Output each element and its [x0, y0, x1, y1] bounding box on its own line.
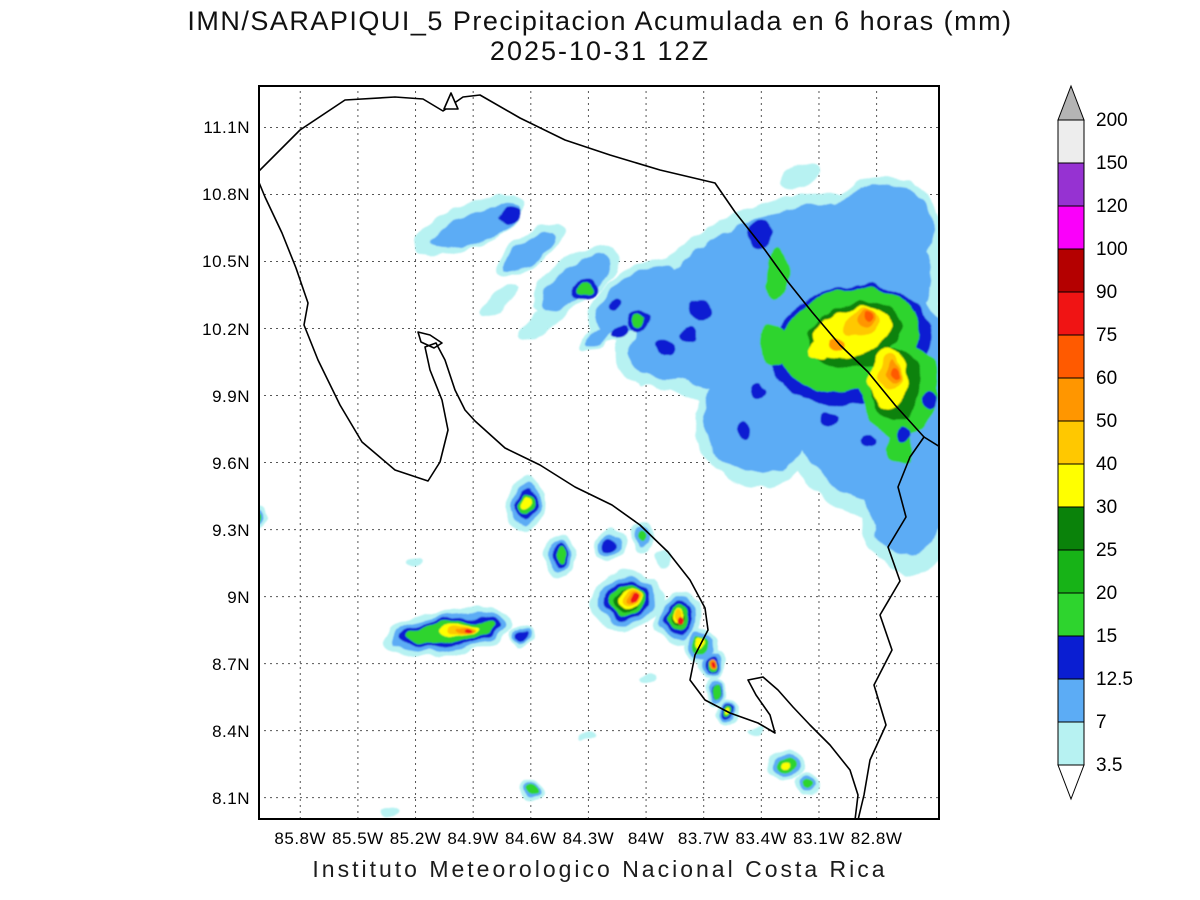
colorbar-tick-label: 90 [1096, 282, 1117, 303]
precip-cell [896, 427, 914, 443]
precip-cell [780, 761, 790, 769]
precip-cell [405, 554, 425, 570]
colorbar-tick-label: 3.5 [1096, 755, 1122, 776]
lat-tick-label: 10.8N [188, 185, 250, 205]
precip-cell [923, 390, 937, 410]
colorbar-tick-label: 7 [1096, 712, 1107, 733]
colorbar-tick-label: 25 [1096, 540, 1117, 561]
colorbar-segment [1058, 679, 1084, 722]
precip-cell [681, 328, 699, 342]
precip-cell [578, 731, 596, 744]
colorbar-segment [1058, 722, 1084, 765]
footer-institution: Instituto Meteorologico Nacional Costa R… [0, 856, 1200, 883]
colorbar-segment [1058, 120, 1084, 163]
colorbar-tick-label: 15 [1096, 626, 1117, 647]
colorbar-tick-label: 75 [1096, 325, 1117, 346]
colorbar-over-triangle [1058, 86, 1084, 120]
lat-tick-label: 9N [188, 588, 250, 608]
colorbar-tick-label: 150 [1096, 153, 1128, 174]
precip-cell [759, 323, 791, 367]
colorbar-tick-label: 40 [1096, 454, 1117, 475]
colorbar-tick-label: 60 [1096, 368, 1117, 389]
precip-cell [862, 311, 874, 321]
colorbar-segment [1058, 335, 1084, 378]
lat-tick-label: 9.3N [188, 521, 250, 541]
colorbar-segment [1058, 507, 1084, 550]
precip-cell [655, 337, 675, 353]
precip-cell [821, 413, 839, 427]
colorbar-segment [1058, 421, 1084, 464]
precip-cell [527, 785, 539, 795]
precip-cell [862, 437, 878, 449]
precip-cell [737, 420, 753, 440]
precip-cell [604, 537, 616, 553]
colorbar-segment [1058, 636, 1084, 679]
precip-cell [890, 366, 898, 380]
colorbar-segment [1058, 206, 1084, 249]
colorbar-tick-label: 120 [1096, 196, 1128, 217]
lat-tick-label: 9.9N [188, 387, 250, 407]
colorbar-segment [1058, 378, 1084, 421]
precip-cell [808, 340, 832, 360]
precip-cell [381, 807, 399, 817]
precip-cell [517, 633, 527, 641]
colorbar-segment [1058, 163, 1084, 206]
lat-tick-label: 10.5N [188, 252, 250, 272]
lat-tick-label: 9.6N [188, 454, 250, 474]
precip-cell [777, 158, 822, 192]
precip-cell [753, 381, 767, 399]
gulf-island [418, 332, 442, 348]
colorbar-segment [1058, 464, 1084, 507]
lat-tick-label: 8.7N [188, 655, 250, 675]
precip-cell [520, 495, 530, 511]
plot-title: IMN/SARAPIQUI_5 Precipitacion Acumulada … [0, 6, 1200, 37]
precip-cell [653, 551, 671, 569]
colorbar-segment [1058, 550, 1084, 593]
precip-cell [476, 278, 523, 321]
colorbar-tick-label: 20 [1096, 583, 1117, 604]
costa-rica-precipitation-map [258, 85, 940, 820]
colorbar-under-triangle [1058, 765, 1084, 799]
colorbar-segment [1058, 593, 1084, 636]
weather-plot-page: { "title": { "line1": "IMN/SARAPIQUI_5 P… [0, 0, 1200, 900]
lon-tick-label: 82.8W [842, 829, 912, 849]
precip-cell [639, 675, 655, 685]
precip-cell [711, 685, 721, 699]
precip-cell [710, 660, 715, 666]
precipitation-clip-group [258, 155, 940, 817]
colorbar-tick-label: 12.5 [1096, 669, 1133, 690]
colorbar-tick-label: 50 [1096, 411, 1117, 432]
precip-cell [637, 531, 647, 543]
plot-subtitle-datetime: 2025-10-31 12Z [0, 36, 1200, 67]
colorbar-tick-label: 200 [1096, 110, 1128, 131]
colorbar-segment [1058, 292, 1084, 335]
lat-tick-label: 8.4N [188, 722, 250, 742]
precip-cell [831, 339, 845, 351]
colorbar-tick-label: 100 [1096, 239, 1128, 260]
precip-cell [555, 548, 565, 562]
precipitation-layer [258, 155, 940, 817]
lat-tick-label: 11.1N [188, 118, 250, 138]
lat-tick-label: 8.1N [188, 789, 250, 809]
lat-tick-label: 10.2N [188, 320, 250, 340]
colorbar-segment [1058, 249, 1084, 292]
colorbar: 3.5 7 12.5 15 20 25 30 40 50 60 75 90 100 120 150 200 [1050, 84, 1160, 806]
precip-cell [802, 780, 814, 790]
precip-cell [676, 617, 684, 627]
precip-cell [688, 300, 712, 320]
colorbar-tick-label: 30 [1096, 497, 1117, 518]
